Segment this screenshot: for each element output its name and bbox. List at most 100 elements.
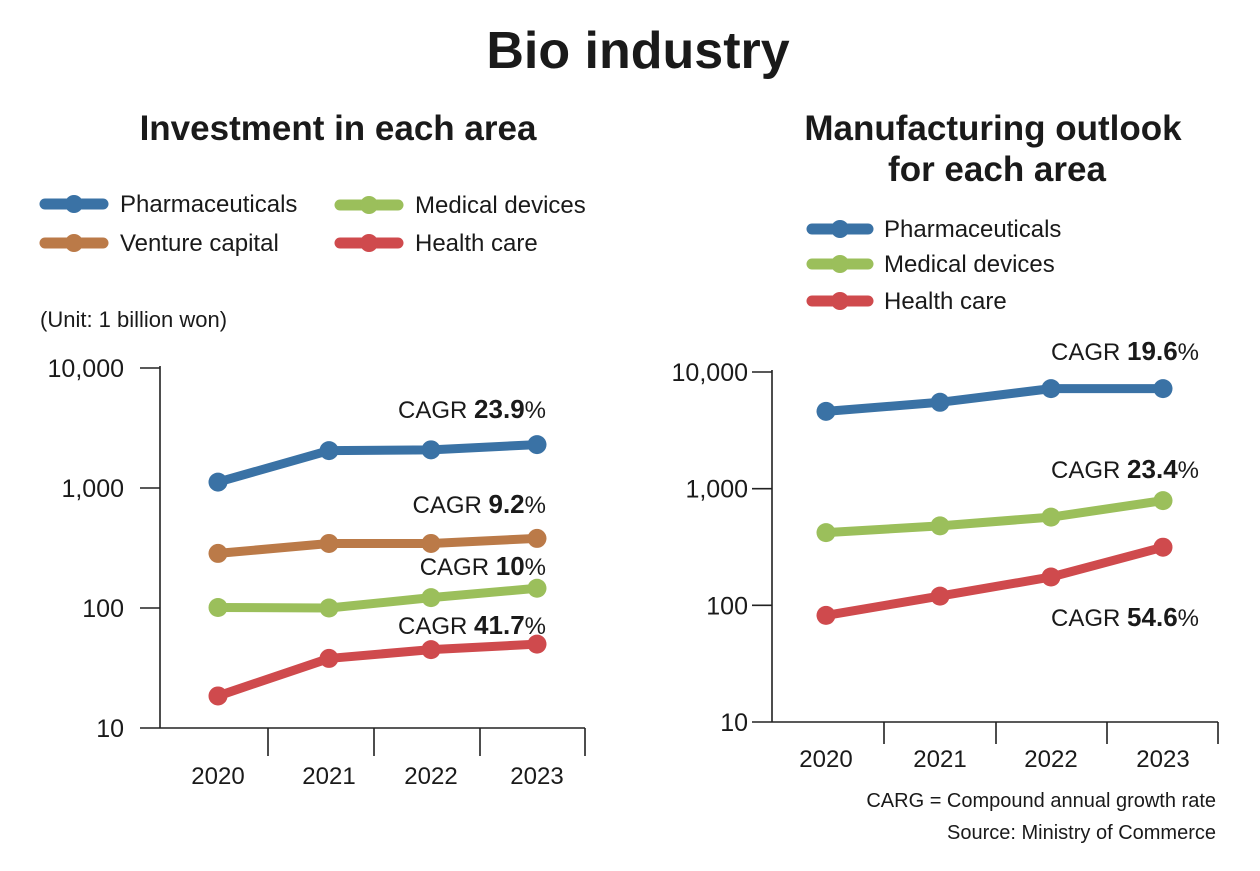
left-cagr-value: 10 [496, 551, 525, 581]
left-chart-unit-note: (Unit: 1 billion won) [40, 307, 227, 332]
left-data-point [208, 543, 228, 563]
right-legend-label: Pharmaceuticals [884, 216, 1061, 243]
left-data-point [208, 597, 228, 617]
right-y-tick-label: 1,000 [685, 476, 748, 504]
left-legend-swatch-dot [360, 196, 378, 214]
left-x-tick-label: 2020 [191, 763, 244, 790]
right-cagr-unit: % [1178, 457, 1199, 484]
left-cagr-label: CAGR 9.2% [412, 489, 546, 519]
right-cagr-prefix: CAGR [1051, 605, 1127, 632]
left-cagr-unit: % [525, 397, 546, 424]
left-series-line [213, 533, 542, 558]
left-data-point [527, 578, 547, 598]
right-cagr-unit: % [1178, 605, 1199, 632]
right-legend-label: Health care [884, 288, 1007, 315]
right-data-point [816, 605, 836, 625]
right-cagr-prefix: CAGR [1051, 457, 1127, 484]
right-y-tick-label: 100 [706, 592, 748, 620]
right-x-tick-label: 2020 [799, 746, 852, 773]
left-x-tick-label: 2023 [510, 763, 563, 790]
right-data-point [816, 401, 836, 421]
right-cagr-label: CAGR 23.4% [1051, 454, 1199, 484]
left-cagr-value: 9.2 [489, 489, 525, 519]
right-data-point [1153, 491, 1173, 511]
left-cagr-value: 23.9 [474, 394, 525, 424]
left-data-point [421, 440, 441, 460]
right-data-point [1041, 507, 1061, 527]
left-data-point [421, 640, 441, 660]
left-legend-label: Venture capital [120, 230, 279, 257]
left-cagr-prefix: CAGR [420, 554, 496, 581]
left-y-tick-label: 10 [96, 715, 124, 743]
right-data-point [930, 392, 950, 412]
left-series-line [213, 583, 542, 613]
left-data-point [527, 435, 547, 455]
left-series-line [213, 440, 542, 487]
right-x-tick-label: 2022 [1024, 746, 1077, 773]
right-data-point [1041, 379, 1061, 399]
left-x-tick-label: 2021 [302, 763, 355, 790]
left-data-point [421, 533, 441, 553]
right-chart: 10 100 1,000 10,000 2020 2021 2022 2023 Pharmace… [672, 216, 1219, 773]
left-cagr-unit: % [525, 613, 546, 640]
left-data-point [208, 686, 228, 706]
footer-source: Source: Ministry of Commerce [947, 822, 1216, 844]
left-y-tick-label: 1,000 [61, 475, 124, 503]
right-cagr-prefix: CAGR [1051, 339, 1127, 366]
right-series-line [821, 496, 1168, 538]
left-legend-label: Health care [415, 230, 538, 257]
right-chart-title-line-1: Manufacturing outlook [804, 109, 1182, 148]
right-x-tick-label: 2023 [1136, 746, 1189, 773]
right-series-line [821, 384, 1168, 416]
right-legend-label: Medical devices [884, 251, 1055, 278]
left-cagr-label: CAGR 10% [420, 551, 546, 581]
left-data-point [208, 472, 228, 492]
left-y-tick-label: 10,000 [48, 355, 124, 383]
left-data-point [527, 528, 547, 548]
left-x-tick-label: 2022 [404, 763, 457, 790]
right-legend-swatch-dot [831, 292, 849, 310]
left-cagr-prefix: CAGR [398, 397, 474, 424]
right-data-point [930, 516, 950, 536]
right-cagr-label: CAGR 54.6% [1051, 602, 1199, 632]
left-y-tick-label: 100 [82, 595, 124, 623]
left-cagr-prefix: CAGR [398, 613, 474, 640]
left-cagr-label: CAGR 23.9% [398, 394, 546, 424]
right-x-tick-label: 2021 [913, 746, 966, 773]
left-chart: 10 100 1,000 10,000 2020 2021 2022 2023 Pharmace… [39, 191, 586, 790]
left-data-point [319, 648, 339, 668]
left-chart-title: Investment in each area [140, 109, 537, 148]
left-cagr-unit: % [525, 492, 546, 519]
left-data-point [319, 598, 339, 618]
right-legend-swatch-dot [831, 255, 849, 273]
right-data-point [1041, 567, 1061, 587]
right-cagr-unit: % [1178, 339, 1199, 366]
left-series-line [213, 639, 542, 701]
left-data-point [319, 533, 339, 553]
left-data-point [527, 634, 547, 654]
left-legend-label: Medical devices [415, 192, 586, 219]
left-legend-swatch-dot [65, 195, 83, 213]
right-legend-swatch-dot [831, 220, 849, 238]
page-title: Bio industry [486, 22, 789, 80]
footer-note: CARG = Compound annual growth rate [866, 790, 1216, 812]
right-series-line [821, 542, 1168, 620]
left-legend-swatch-dot [360, 234, 378, 252]
right-cagr-value: 19.6 [1127, 336, 1178, 366]
right-data-point [930, 586, 950, 606]
right-data-point [1153, 537, 1173, 557]
right-data-point [1153, 379, 1173, 399]
right-chart-title-line-2: for each area [888, 150, 1106, 189]
right-cagr-label: CAGR 19.6% [1051, 336, 1199, 366]
right-y-tick-label: 10,000 [672, 359, 748, 387]
left-cagr-value: 41.7 [474, 610, 525, 640]
left-data-point [319, 441, 339, 461]
left-legend-label: Pharmaceuticals [120, 191, 297, 218]
left-legend-swatch-dot [65, 234, 83, 252]
right-data-point [816, 523, 836, 543]
left-cagr-label: CAGR 41.7% [398, 610, 546, 640]
right-cagr-value: 23.4 [1127, 454, 1178, 484]
right-cagr-value: 54.6 [1127, 602, 1178, 632]
